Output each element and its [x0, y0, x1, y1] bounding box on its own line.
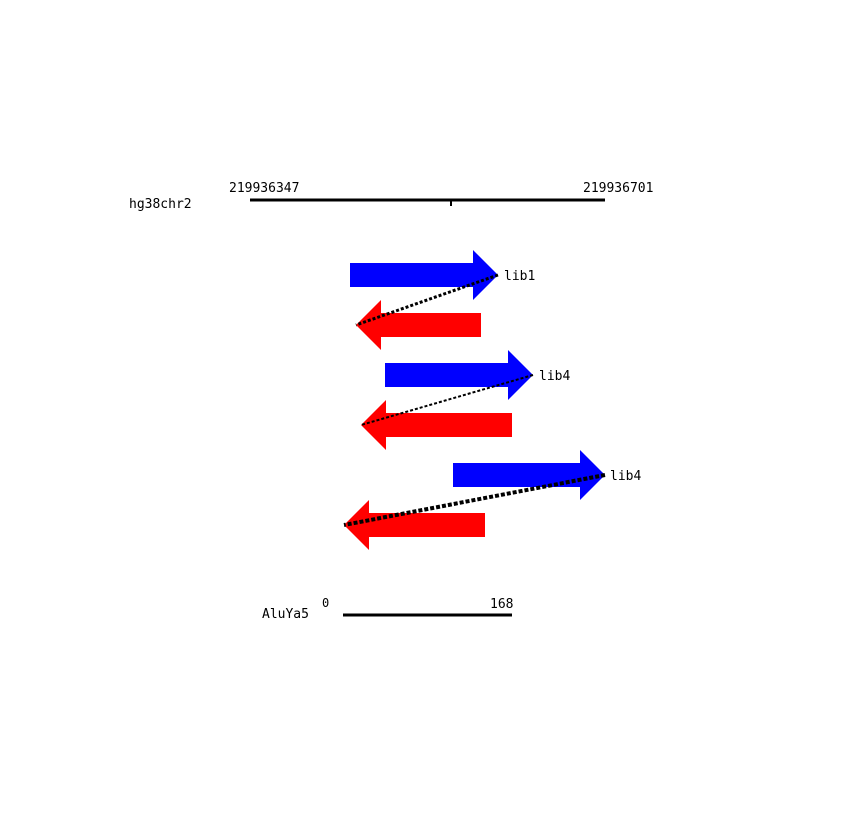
query-track: AluYa5 0 168	[262, 596, 513, 622]
reference-track: hg38chr2 219936347 219936701	[129, 181, 653, 212]
reference-start-label: 219936347	[229, 181, 299, 196]
forward-arrow-3	[453, 450, 605, 500]
alignment-label-2: lib4	[539, 369, 570, 384]
reverse-arrow-3	[344, 500, 485, 550]
reverse-arrow-2	[361, 400, 512, 450]
connector-line-1	[355, 273, 499, 327]
query-end-label: 168	[490, 597, 513, 612]
forward-arrow-2	[385, 350, 533, 400]
alignment-label-3: lib4	[610, 469, 641, 484]
reverse-arrow-1	[356, 300, 481, 350]
reference-name: hg38chr2	[129, 197, 192, 212]
reference-end-label: 219936701	[583, 181, 653, 196]
alignment-label-1: lib1	[504, 269, 535, 284]
forward-arrow-1	[350, 250, 498, 300]
query-start-label: 0	[322, 596, 329, 610]
alignment-pair-2: lib4	[360, 350, 570, 450]
connector-line-3	[343, 473, 606, 527]
query-name: AluYa5	[262, 607, 309, 622]
alignment-pair-1: lib1	[350, 250, 535, 350]
alignment-pair-3: lib4	[343, 450, 641, 550]
